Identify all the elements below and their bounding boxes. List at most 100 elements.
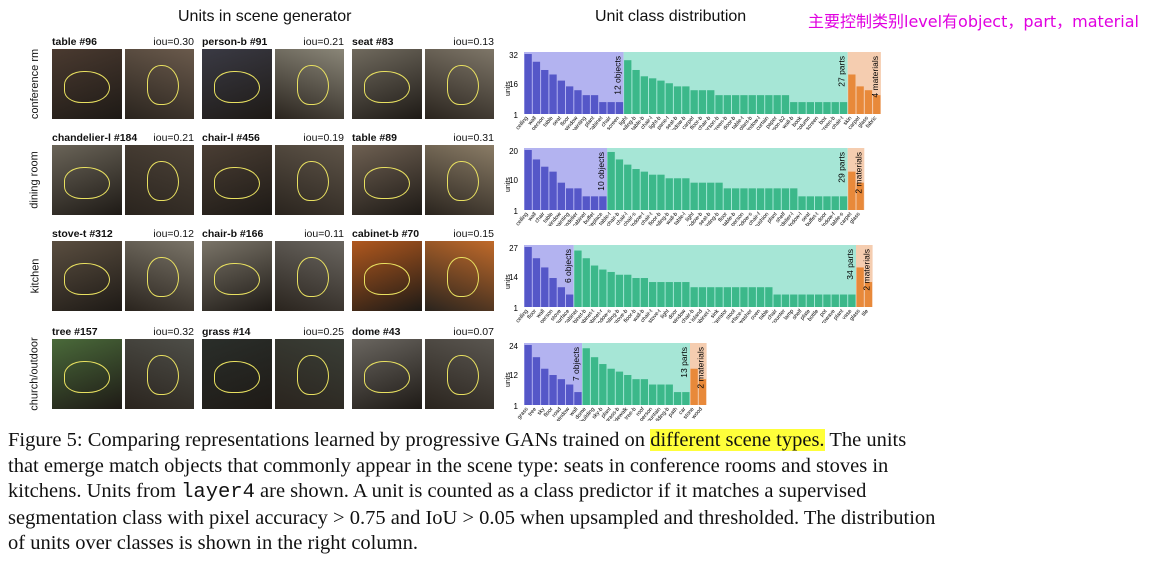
group-label: 12 objects (613, 56, 623, 95)
group-label: 34 parts (845, 249, 855, 280)
category-label: pot (819, 308, 829, 318)
bar (682, 86, 690, 114)
generated-image (202, 339, 272, 409)
bar (698, 287, 707, 307)
bar (590, 357, 599, 405)
caption-part-1: Figure 5: Comparing representations lear… (8, 429, 651, 451)
bar (873, 95, 881, 114)
bar (582, 196, 590, 210)
bar (640, 379, 648, 405)
bar (599, 102, 607, 114)
caption-highlight: different scene types. (650, 429, 825, 451)
generated-image (202, 241, 272, 311)
distribution-chart: 1 10 20 units ceiling wall chair table window pai… (504, 148, 884, 226)
image-pair (202, 49, 344, 119)
distribution-chart: 1 12 24 units grass tree sky floor road window wal… (504, 343, 714, 421)
group-label: 2 materials (862, 249, 872, 291)
bar (665, 282, 673, 307)
unit-cell-header: person-b #91 iou=0.21 (202, 36, 344, 49)
bar (566, 86, 574, 114)
bar (748, 287, 756, 307)
unit-cell: seat #83 iou=0.13 (352, 36, 494, 119)
image-pair (352, 49, 494, 119)
unit-name: seat #83 (352, 36, 394, 48)
bar (848, 74, 856, 114)
bar (574, 90, 582, 114)
bar (740, 95, 748, 114)
bar (831, 294, 839, 307)
bar (649, 282, 657, 307)
generated-image (202, 49, 272, 119)
header-left: Units in scene generator (178, 8, 352, 25)
segmentation-outline (364, 361, 410, 393)
bar (798, 102, 806, 114)
unit-iou: iou=0.12 (153, 228, 194, 240)
bar (590, 196, 599, 210)
segmentation-outline (446, 161, 479, 201)
group-background (524, 52, 624, 114)
generated-image (124, 339, 194, 409)
bar (566, 188, 574, 210)
bar (732, 287, 740, 307)
bar (657, 282, 665, 307)
generated-image (274, 241, 344, 311)
bar (773, 294, 781, 307)
bar (765, 287, 773, 307)
bar (682, 178, 690, 210)
unit-iou: iou=0.19 (303, 132, 344, 144)
segmentation-outline (446, 65, 479, 105)
segmentation-outline (296, 257, 329, 297)
unit-cell: person-b #91 iou=0.21 (202, 36, 344, 119)
bar (790, 188, 798, 210)
bar (524, 150, 532, 210)
y-tick-label: 32 (509, 52, 518, 60)
bar (665, 83, 673, 114)
bar (715, 287, 723, 307)
bar (599, 196, 607, 210)
bar (815, 102, 823, 114)
unit-name: grass #14 (202, 326, 251, 338)
unit-cell-header: chair-l #456 iou=0.19 (202, 132, 344, 145)
bar (715, 182, 723, 210)
generated-image (352, 49, 422, 119)
image-pair (202, 339, 344, 409)
bar (524, 247, 532, 307)
bar (848, 171, 856, 210)
image-pair (52, 241, 194, 311)
figure-caption: Figure 5: Comparing representations lear… (8, 428, 938, 557)
header-right: Unit class distribution (595, 8, 747, 25)
category-label: road (551, 406, 563, 418)
image-pair (352, 339, 494, 409)
bar (698, 379, 707, 405)
bar (541, 267, 549, 307)
group-label: 2 materials (853, 152, 863, 194)
segmentation-outline (146, 65, 179, 105)
bar (532, 258, 541, 307)
bar (524, 345, 532, 405)
image-pair (202, 241, 344, 311)
category-label: door (817, 211, 829, 223)
unit-name: tree #157 (52, 326, 98, 338)
segmentation-outline (364, 263, 410, 295)
bar (574, 250, 582, 307)
unit-cell: dome #43 iou=0.07 (352, 326, 494, 409)
category-label: light (660, 308, 671, 320)
segmentation-outline (296, 161, 329, 201)
row-label: church/outdoor (22, 337, 48, 410)
bar (790, 102, 798, 114)
image-pair (52, 339, 194, 409)
bar (649, 78, 657, 114)
generated-image (352, 339, 422, 409)
generated-image (274, 145, 344, 215)
bar (541, 69, 549, 114)
bar (615, 371, 624, 405)
unit-cell: tree #157 iou=0.32 (52, 326, 194, 409)
y-axis-label: units (505, 372, 512, 387)
bar (657, 384, 665, 405)
generated-image (424, 145, 494, 215)
bar (815, 294, 823, 307)
bar (790, 294, 798, 307)
y-axis-label: units (505, 81, 512, 96)
bar (806, 102, 814, 114)
bar (624, 375, 632, 405)
